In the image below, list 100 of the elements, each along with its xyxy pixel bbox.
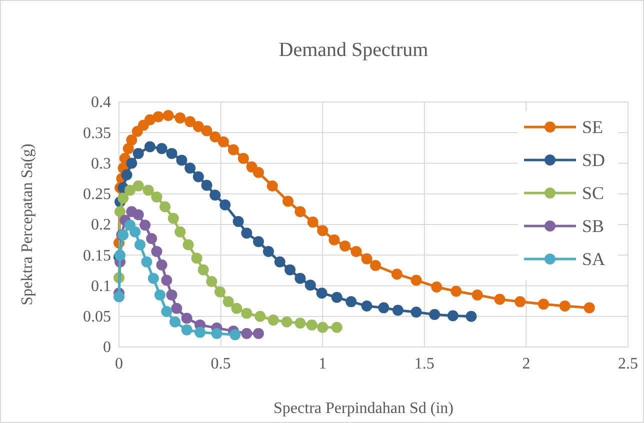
point [146,233,158,244]
point [228,144,239,156]
point [431,281,442,292]
point [410,306,422,318]
point [450,286,462,297]
point [230,329,241,340]
y-axis-title: Spektra Percepatan Sa(g) [19,144,36,306]
point [370,260,382,272]
point [306,319,318,330]
point [328,234,340,246]
y-tick-label: 0.35 [83,124,111,142]
y-tick-label: 0.1 [91,278,111,295]
x-tick-label: 0 [115,355,123,372]
chart-title: Demand Spectrum [278,39,429,61]
point [114,291,124,302]
point [210,131,221,142]
point [218,136,229,148]
point [252,236,264,248]
point [122,143,134,154]
point [281,316,292,328]
point [274,256,286,268]
point [206,276,218,287]
point [169,316,180,328]
x-tick-label: 2 [522,355,530,372]
point [262,246,274,257]
point [241,228,252,239]
point [317,225,328,236]
point [294,318,306,329]
point [211,328,222,340]
point [466,310,477,322]
point [191,252,202,264]
point [126,158,138,169]
point [161,306,172,317]
point [514,296,526,308]
point [294,206,306,218]
y-tick-label: 0.2 [91,216,111,234]
point [494,294,506,305]
point [156,259,168,270]
point [350,246,362,257]
point [168,212,179,224]
point [392,304,404,316]
point [148,272,159,284]
point [118,192,129,204]
point [154,289,166,300]
point [166,148,178,159]
point [160,201,171,212]
point [142,184,154,196]
point [238,152,249,164]
point [241,328,252,340]
point [429,309,440,320]
point [331,292,342,303]
x-axis-title: Spectra Perpindahan Sd (in) [274,400,454,417]
point [144,141,156,152]
legend-label: SD [582,150,606,170]
point [214,286,226,298]
point [184,162,196,174]
point [192,171,204,182]
point [317,322,328,333]
y-tick-label: 0.4 [91,94,111,112]
y-tick-label: 0 [103,339,111,356]
point [241,308,252,319]
x-tick-label: 1 [318,355,327,372]
point [134,239,146,250]
legend-label: SA [582,249,606,269]
point [151,191,162,202]
point [141,256,152,268]
point [184,116,196,128]
point [361,300,372,312]
point [151,246,162,257]
point [559,300,570,312]
point [114,206,126,218]
point [132,180,144,192]
point [161,274,172,286]
point [222,296,234,308]
point [152,111,164,122]
y-tick-label: 0.25 [83,186,111,203]
point [447,310,458,322]
x-tick-label: 2.5 [618,355,638,372]
y-tick-label: 0.05 [83,308,111,326]
legend-label: SC [582,183,604,203]
x-tick-label: 0.5 [210,355,231,372]
point [192,121,204,132]
point [174,226,186,238]
point [284,264,296,276]
point [304,280,316,291]
point [268,314,279,326]
point [132,209,144,220]
point [176,154,188,166]
point [121,169,132,180]
point [584,302,595,314]
point [307,216,318,228]
point [171,302,182,314]
point [210,190,221,201]
point [162,110,174,121]
point [294,272,306,284]
point [126,134,138,146]
point [220,199,231,210]
point [181,312,192,324]
point [198,264,209,276]
point [378,302,390,314]
